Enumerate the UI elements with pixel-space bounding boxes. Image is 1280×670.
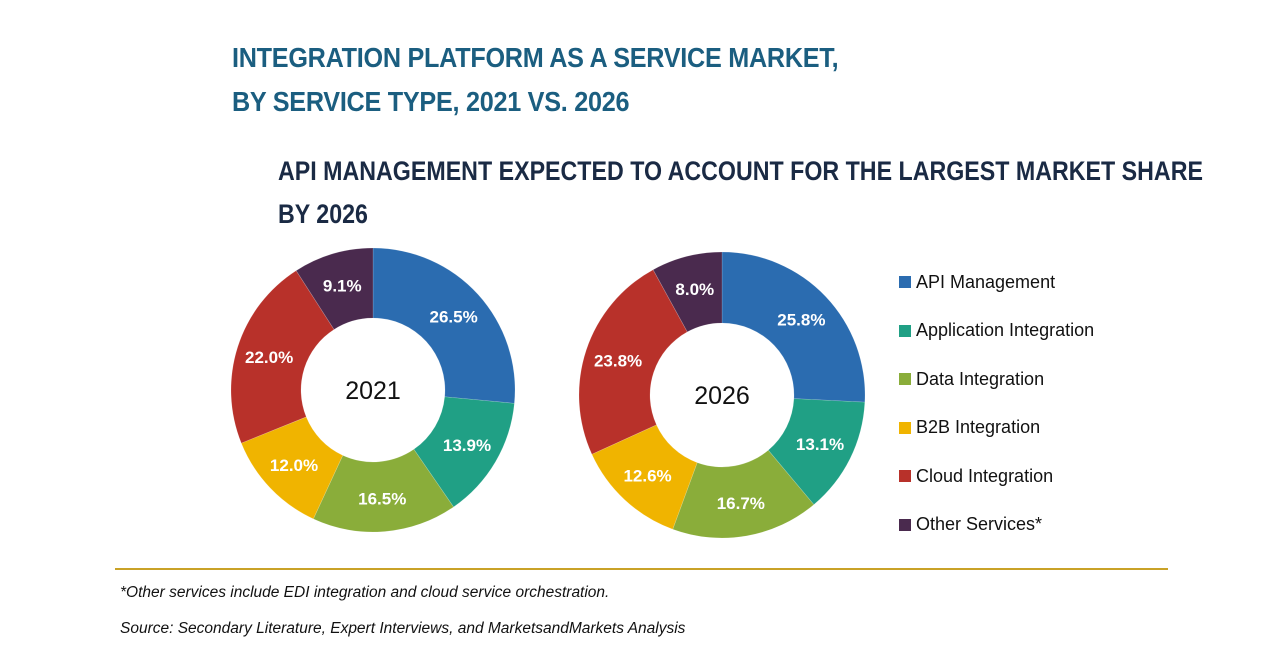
data-label-2026-other-services: 8.0%: [675, 280, 714, 299]
legend-swatch-icon: [899, 324, 911, 337]
legend: API Management Application Integration D…: [899, 258, 1094, 549]
data-label-2026-data-integration: 16.7%: [717, 494, 765, 513]
legend-label: B2B Integration: [916, 417, 1041, 438]
legend-swatch-icon: [899, 373, 911, 386]
legend-label: Cloud Integration: [916, 465, 1054, 486]
donut-chart-2021: 26.5% 13.9% 16.5% 12.0% 22.0% 9.1% 2021: [230, 247, 516, 533]
chart-title: INTEGRATION PLATFORM AS A SERVICE MARKET…: [232, 36, 839, 124]
data-label-2021-data-integration: 16.5%: [358, 490, 406, 509]
data-label-2021-api-management: 26.5%: [430, 308, 478, 327]
legend-item-cloud-integration: Cloud Integration: [899, 452, 1094, 501]
data-label-2021-b2b-integration: 12.0%: [270, 456, 318, 475]
legend-label: API Management: [916, 271, 1056, 292]
data-label-2026-b2b-integration: 12.6%: [623, 466, 671, 485]
legend-label: Data Integration: [916, 368, 1045, 389]
legend-swatch-icon: [899, 421, 911, 434]
slice-2021-b2b-integration: [240, 416, 344, 520]
legend-item-data-integration: Data Integration: [899, 355, 1094, 404]
data-label-2021-other-services: 9.1%: [323, 276, 362, 295]
slice-2026-other-services: [652, 251, 723, 333]
legend-label: Application Integration: [916, 320, 1095, 341]
slice-2026-data-integration: [672, 449, 815, 539]
chart-title-line-1: INTEGRATION PLATFORM AS A SERVICE MARKET…: [232, 42, 839, 73]
legend-item-b2b-integration: B2B Integration: [899, 404, 1094, 453]
chart-subtitle-line-1: API MANAGEMENT EXPECTED TO ACCOUNT FOR T…: [278, 156, 1203, 186]
legend-swatch-icon: [899, 470, 911, 483]
legend-swatch-icon: [899, 518, 911, 531]
slice-2021-cloud-integration: [230, 270, 335, 444]
slice-2026-api-management: [721, 251, 866, 403]
slice-2021-application-integration: [413, 396, 515, 508]
footer-divider: [115, 568, 1168, 570]
donut-center-label-2021: 2021: [345, 377, 401, 405]
legend-item-application-integration: Application Integration: [899, 307, 1094, 356]
slice-2021-other-services: [295, 247, 374, 330]
data-label-2026-cloud-integration: 23.8%: [594, 352, 642, 371]
legend-label: Other Services*: [916, 514, 1043, 535]
slice-2026-cloud-integration: [578, 269, 688, 455]
chart-title-line-2: BY SERVICE TYPE, 2021 VS. 2026: [232, 86, 630, 117]
data-label-2021-application-integration: 13.9%: [443, 436, 491, 455]
slice-2026-application-integration: [767, 398, 866, 506]
footnote: *Other services include EDI integration …: [120, 584, 610, 601]
slice-2021-data-integration: [312, 448, 454, 533]
source-note: Source: Secondary Literature, Expert Int…: [120, 620, 686, 637]
donut-center-label-2026: 2026: [694, 382, 750, 410]
legend-item-other-services: Other Services*: [899, 501, 1094, 550]
legend-swatch-icon: [899, 276, 911, 289]
data-label-2026-api-management: 25.8%: [777, 311, 825, 330]
chart-subtitle: API MANAGEMENT EXPECTED TO ACCOUNT FOR T…: [278, 150, 1203, 236]
data-label-2021-cloud-integration: 22.0%: [245, 348, 293, 367]
chart-subtitle-line-2: BY 2026: [278, 199, 368, 229]
slice-2021-api-management: [372, 247, 516, 404]
legend-item-api-management: API Management: [899, 258, 1094, 307]
slice-2026-b2b-integration: [591, 424, 698, 530]
data-label-2026-application-integration: 13.1%: [796, 435, 844, 454]
donut-chart-2026: 25.8% 13.1% 16.7% 12.6% 23.8% 8.0% 2026: [578, 251, 866, 539]
